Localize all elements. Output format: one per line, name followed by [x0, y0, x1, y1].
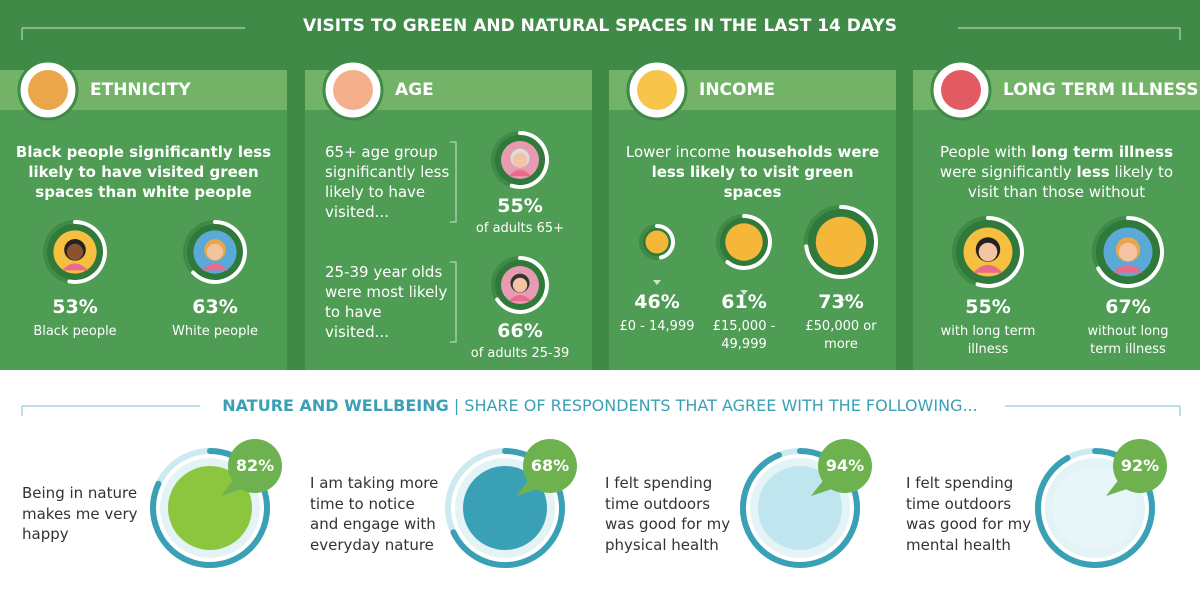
description-part: Black people significantly less likely t…: [15, 143, 272, 201]
pointer: [837, 299, 845, 304]
wellbeing-heading: NATURE AND WELLBEING | SHARE OF RESPONDE…: [0, 396, 1200, 415]
wellbeing-title: NATURE AND WELLBEING: [222, 396, 449, 415]
item-value: 82%: [235, 456, 275, 475]
item-value: 92%: [1120, 456, 1160, 475]
stat-caption: of adults 25-39: [470, 346, 570, 361]
stat-caption: £15,000 - 49,999: [712, 319, 776, 352]
description-part: were significantly: [939, 163, 1077, 181]
ring-arc: [495, 256, 549, 314]
item-text: I felt spending time outdoors was good f…: [605, 474, 731, 554]
item-value: 94%: [825, 456, 865, 475]
icon-body: [508, 169, 532, 177]
bubble: [523, 439, 577, 493]
coin: [725, 223, 763, 261]
icon-body: [508, 294, 532, 302]
stat-value: 55%: [965, 296, 1011, 318]
stat-value: 55%: [497, 195, 543, 217]
ring-arc: [191, 220, 247, 284]
item-text: I felt spending time outdoors was good f…: [906, 474, 1032, 554]
panel-icon-inner: [941, 70, 981, 110]
bubble: [818, 439, 872, 493]
panel-icon-inner: [28, 70, 68, 110]
stat-caption: with long term illness: [940, 324, 1036, 357]
pointer: [740, 290, 748, 295]
coin: [815, 216, 867, 268]
bubble: [228, 439, 282, 493]
coin: [645, 230, 669, 254]
stat-caption: of adults 65+: [475, 221, 565, 236]
icon-face: [512, 152, 528, 168]
title: VISITS TO GREEN AND NATURAL SPACES IN TH…: [303, 16, 897, 36]
bracket: [450, 141, 457, 223]
age-text: 25-39 year olds were most likely to have…: [325, 263, 448, 341]
stat-value: 63%: [192, 296, 238, 318]
bracket: [450, 261, 457, 343]
description-part: less: [1076, 163, 1110, 181]
icon-face: [978, 242, 998, 262]
description-part: long term illness: [1031, 143, 1173, 161]
stat-value: 67%: [1105, 296, 1151, 318]
panel-icon-inner: [333, 70, 373, 110]
bubble: [1113, 439, 1167, 493]
panel-heading: ETHNICITY: [90, 80, 191, 100]
description-part: likely to visit than those without: [967, 163, 1174, 201]
ring-arc: [804, 205, 878, 279]
item-text: Being in nature makes me very happy: [22, 484, 138, 543]
stat-value: 73%: [818, 291, 864, 313]
panel-description: Black people significantly less likely t…: [14, 142, 273, 202]
stat-caption: £0 - 14,999: [619, 319, 695, 334]
panel-icon-inner: [637, 70, 677, 110]
description-part: households were less likely to visit gre…: [651, 143, 880, 201]
stat-caption: White people: [172, 324, 258, 339]
item-value: 68%: [530, 456, 570, 475]
ring-arc: [67, 220, 107, 284]
stat-value: 53%: [52, 296, 98, 318]
panel-heading: INCOME: [699, 80, 776, 100]
description-part: People with: [939, 143, 1032, 161]
stat-value: 46%: [634, 291, 680, 313]
icon-face: [512, 277, 528, 293]
icon-face: [66, 243, 84, 261]
ring-arc: [509, 131, 549, 189]
panel-heading: AGE: [395, 80, 434, 100]
stat-caption: Black people: [33, 324, 117, 339]
item-text: I am taking more time to notice and enga…: [310, 474, 439, 554]
icon-body: [973, 264, 1003, 273]
ring-arc: [655, 224, 675, 260]
pointer: [653, 280, 661, 285]
ring-arc: [975, 216, 1024, 288]
icon-body: [1113, 264, 1143, 273]
panel-description: People with long term illness were signi…: [927, 142, 1186, 202]
stat-value: 61%: [721, 291, 767, 313]
icon-face: [1118, 242, 1138, 262]
age-text: 65+ age group significantly less likely …: [325, 143, 450, 221]
icon-body: [202, 263, 228, 271]
panel-description: Lower income households were less likely…: [623, 142, 882, 202]
stat-caption: without long term illness: [1087, 324, 1169, 357]
ring-arc: [725, 214, 772, 270]
panel-heading: LONG TERM ILLNESS: [1003, 80, 1199, 100]
icon-body: [62, 263, 88, 271]
icon-face: [206, 243, 224, 261]
ring-arc: [1096, 216, 1164, 288]
description-part: Lower income: [625, 143, 731, 161]
stat-value: 66%: [497, 320, 543, 342]
stat-caption: £50,000 or more: [805, 319, 877, 352]
wellbeing-subtitle: | SHARE OF RESPONDENTS THAT AGREE WITH T…: [453, 396, 978, 415]
